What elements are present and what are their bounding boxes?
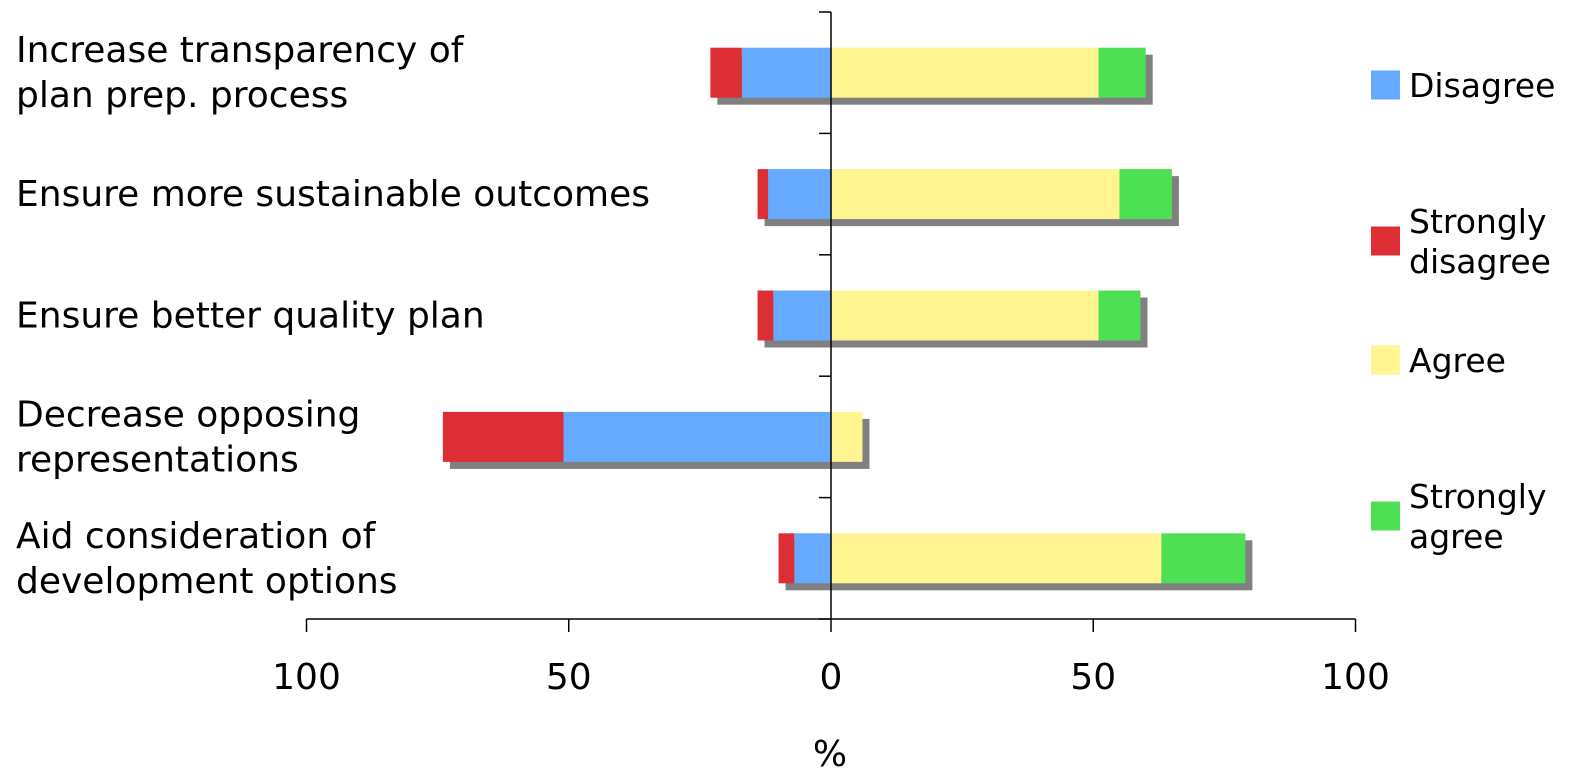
bar-strongly-agree — [1098, 290, 1141, 341]
category-label-line: Ensure better quality plan — [16, 296, 485, 337]
category-label-line: plan prep. process — [16, 75, 348, 116]
x-axis-title: % — [813, 734, 847, 775]
legend-label-line: Disagree — [1409, 66, 1555, 105]
bar-disagree — [794, 533, 831, 584]
category-label-line: representations — [16, 439, 299, 480]
bar-strongly-disagree — [778, 533, 795, 584]
legend-swatch — [1371, 226, 1400, 256]
bar-disagree — [773, 290, 831, 341]
category-label: Increase transparency of plan prep. proce… — [16, 30, 465, 116]
bars — [442, 47, 1246, 584]
bar-agree — [831, 533, 1162, 584]
x-tick-label: 100 — [272, 657, 341, 698]
bar-agree — [831, 47, 1099, 98]
legend-label: Strongly disagree — [1409, 202, 1551, 281]
bar-strongly-disagree — [710, 47, 742, 98]
bar-strongly-agree — [1098, 47, 1146, 98]
legend-label: Agree — [1409, 341, 1506, 380]
category-label-line: Increase transparency of — [16, 30, 465, 71]
category-label: Decrease opposing representations — [16, 394, 360, 480]
bar-disagree — [563, 411, 831, 462]
bar-agree — [831, 411, 863, 462]
legend-label-line: disagree — [1409, 242, 1551, 281]
legend-swatch — [1371, 345, 1400, 375]
legend-swatch — [1371, 501, 1400, 531]
bar-disagree — [768, 169, 831, 220]
category-label: Ensure more sustainable outcomes — [16, 174, 650, 215]
legend-label-line: Strongly — [1409, 477, 1546, 516]
legend-label-line: agree — [1409, 517, 1504, 556]
category-label: Aid consideration of development options — [16, 516, 398, 602]
bar-agree — [831, 169, 1120, 220]
bar-disagree — [741, 47, 831, 98]
bar-agree — [831, 290, 1099, 341]
category-label: Ensure better quality plan — [16, 296, 485, 337]
legend-label-line: Strongly — [1409, 202, 1546, 241]
legend-label: Strongly agree — [1409, 477, 1546, 556]
x-tick-label: 0 — [820, 657, 843, 698]
bar-strongly-agree — [1161, 533, 1246, 584]
x-tick-label: 100 — [1321, 657, 1390, 698]
bar-strongly-disagree — [757, 290, 774, 341]
legend-swatch — [1371, 70, 1400, 100]
legend-label: Disagree — [1409, 66, 1555, 105]
legend-label-line: Agree — [1409, 341, 1506, 380]
category-label-line: development options — [16, 561, 398, 602]
axes: 100 50 0 50 100 — [272, 11, 1390, 698]
category-label-line: Aid consideration of — [16, 516, 377, 557]
category-labels: Increase transparency of plan prep. proce… — [16, 30, 650, 602]
category-label-line: Ensure more sustainable outcomes — [16, 174, 650, 215]
bar-strongly-disagree — [442, 411, 564, 462]
x-tick-label: 50 — [1070, 657, 1116, 698]
x-tick-label: 50 — [546, 657, 592, 698]
bar-strongly-disagree — [757, 169, 769, 220]
category-label-line: Decrease opposing — [16, 394, 360, 435]
bar-strongly-agree — [1119, 169, 1172, 220]
